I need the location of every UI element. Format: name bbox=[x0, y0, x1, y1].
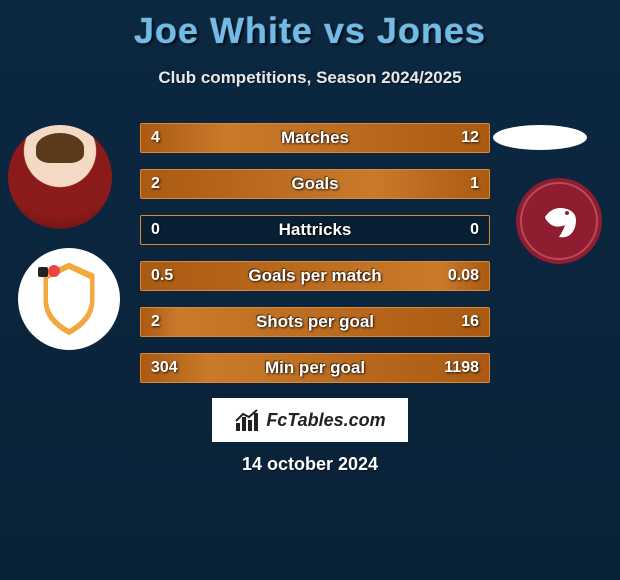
stat-row: 21Goals bbox=[140, 169, 490, 199]
bar-fill-left bbox=[141, 308, 179, 336]
player-left-club-badge bbox=[18, 248, 120, 350]
stat-value-right: 1198 bbox=[444, 354, 479, 382]
player-left-avatar bbox=[8, 125, 112, 229]
bar-fill-right bbox=[228, 124, 489, 152]
stat-value-left: 0.5 bbox=[151, 262, 173, 290]
shrimp-icon bbox=[535, 197, 583, 245]
stat-row: 0 0Hattricks bbox=[140, 215, 490, 245]
stat-value-right: 16 bbox=[461, 308, 479, 336]
comparison-bars: 412Matches21Goals00Hattricks0.50.08Goals… bbox=[140, 123, 490, 399]
stat-row: 216Shots per goal bbox=[140, 307, 490, 337]
player-right-avatar bbox=[493, 125, 587, 150]
stat-value-right: 1 bbox=[470, 170, 479, 198]
chart-icon bbox=[234, 407, 260, 433]
stat-value-right: 12 bbox=[461, 124, 479, 152]
stat-label: Hattricks bbox=[141, 216, 489, 244]
stat-row: 3041198Min per goal bbox=[140, 353, 490, 383]
watermark-text: FcTables.com bbox=[266, 410, 385, 431]
player-right-club-badge bbox=[516, 178, 602, 264]
stat-row: 0.50.08Goals per match bbox=[140, 261, 490, 291]
watermark: FcTables.com bbox=[212, 398, 408, 442]
stat-row: 412Matches bbox=[140, 123, 490, 153]
shield-icon bbox=[34, 259, 104, 339]
stat-value-right: 0.08 bbox=[448, 262, 479, 290]
bar-fill-left bbox=[141, 262, 440, 290]
stat-value-left: 4 bbox=[151, 124, 160, 152]
comparison-subtitle: Club competitions, Season 2024/2025 bbox=[0, 68, 620, 88]
stat-value-left: 304 bbox=[151, 354, 178, 382]
bar-fill-left bbox=[141, 170, 374, 198]
stat-value-left: 2 bbox=[151, 308, 160, 336]
comparison-title: Joe White vs Jones bbox=[0, 0, 620, 52]
bar-fill-right bbox=[179, 308, 489, 336]
stat-value-left: 0 bbox=[151, 216, 160, 244]
comparison-date: 14 october 2024 bbox=[0, 454, 620, 475]
stat-value-right: 0 bbox=[470, 216, 479, 244]
stat-value-left: 2 bbox=[151, 170, 160, 198]
